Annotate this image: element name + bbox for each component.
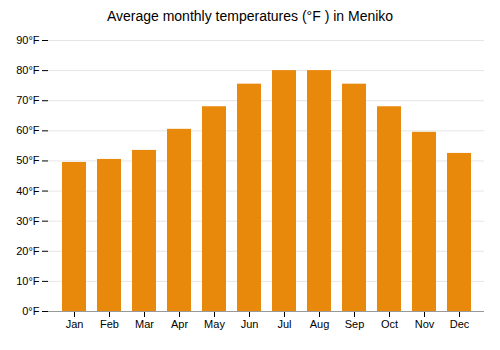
svg-text:Jul: Jul xyxy=(277,318,291,330)
svg-text:50°F: 50°F xyxy=(16,154,40,166)
svg-text:Sep: Sep xyxy=(345,318,365,330)
svg-text:80°F: 80°F xyxy=(16,64,40,76)
svg-text:0°F: 0°F xyxy=(22,305,40,317)
svg-text:Feb: Feb xyxy=(100,318,119,330)
svg-text:10°F: 10°F xyxy=(16,275,40,287)
svg-text:Jan: Jan xyxy=(66,318,84,330)
svg-text:Jun: Jun xyxy=(241,318,259,330)
svg-text:40°F: 40°F xyxy=(16,185,40,197)
svg-text:Oct: Oct xyxy=(381,318,398,330)
svg-text:70°F: 70°F xyxy=(16,94,40,106)
svg-text:Aug: Aug xyxy=(310,318,330,330)
svg-text:Apr: Apr xyxy=(171,318,188,330)
svg-text:20°F: 20°F xyxy=(16,245,40,257)
svg-text:90°F: 90°F xyxy=(16,34,40,46)
svg-text:Dec: Dec xyxy=(450,318,470,330)
svg-text:60°F: 60°F xyxy=(16,124,40,136)
svg-text:30°F: 30°F xyxy=(16,215,40,227)
svg-text:Nov: Nov xyxy=(415,318,435,330)
svg-text:May: May xyxy=(204,318,225,330)
html-text:Average monthly temperatures (: Average monthly temperatures (°F ) in Me… xyxy=(106,8,394,24)
svg-text:Mar: Mar xyxy=(135,318,154,330)
